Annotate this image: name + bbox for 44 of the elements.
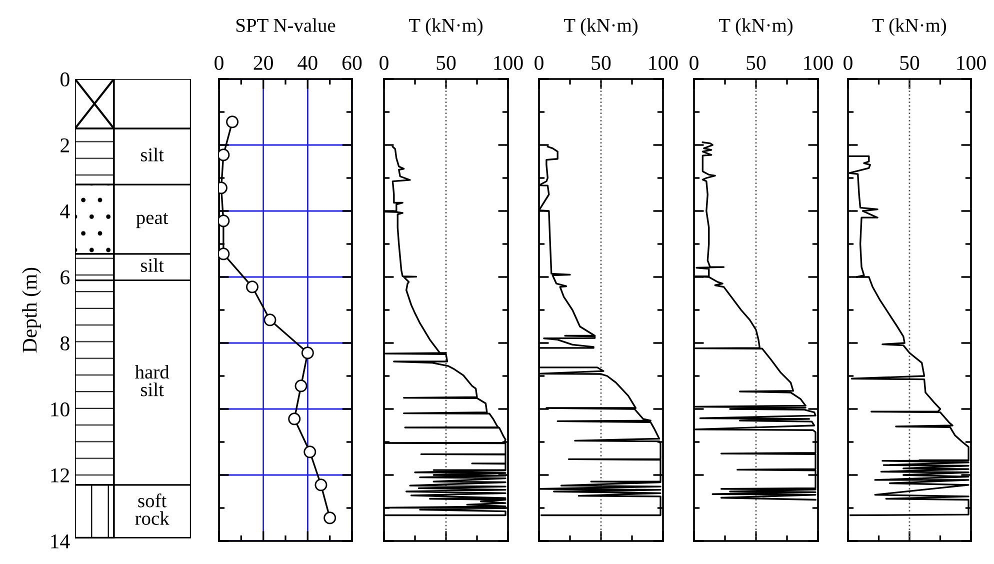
x-tick-label: 20 — [254, 56, 273, 70]
y-tick-label: 4 — [60, 204, 70, 218]
y-tick-label: 6 — [60, 270, 70, 284]
point — [264, 314, 276, 326]
x-tick-label: 100 — [494, 56, 523, 70]
point — [288, 412, 301, 426]
point — [324, 512, 336, 524]
x-tick-label: 50 — [436, 56, 456, 70]
x-tick-label: 0 — [380, 56, 388, 70]
chart-title: T (kN·m) — [872, 18, 946, 36]
x-tick-label: 100 — [957, 56, 986, 70]
x-tick-label: 100 — [804, 56, 833, 70]
point — [246, 280, 258, 294]
chart-title: T (kN·m) — [719, 18, 793, 36]
x-tick-label: 100 — [649, 56, 678, 70]
y-tick-label: 8 — [60, 336, 70, 350]
x-tick-label: 0 — [844, 56, 852, 70]
x-tick-label: 50 — [746, 56, 766, 70]
y-tick-label: 10 — [51, 402, 70, 416]
chart-title: T (kN·m) — [409, 18, 483, 36]
point — [294, 380, 308, 392]
point — [226, 116, 239, 128]
chart-title: SPT N-value — [236, 18, 336, 32]
y-tick-label: 0 — [60, 72, 70, 86]
point — [301, 346, 314, 360]
point — [314, 478, 328, 492]
x-tick-label: 40 — [298, 56, 318, 70]
y-tick-label: 14 — [51, 534, 70, 548]
x-tick-label: 50 — [592, 56, 611, 70]
x-tick-label: 50 — [900, 56, 920, 70]
series-label: silt — [140, 258, 164, 272]
x-tick-label: 0 — [690, 56, 698, 70]
y-tick-label: 2 — [60, 138, 69, 152]
series-label: silt — [140, 148, 164, 162]
series-label: peat — [136, 212, 168, 228]
chart-title: T (kN·m) — [564, 18, 638, 36]
point — [304, 446, 316, 458]
x-tick-label: 0 — [214, 56, 224, 70]
series-label: soft rock — [135, 493, 170, 525]
x-tick-label: 0 — [534, 56, 544, 70]
y-tick-label: 12 — [51, 468, 69, 482]
x-tick-label: 60 — [342, 56, 362, 70]
y-axis-title: Depth (m) — [22, 268, 41, 352]
series-label: hard silt — [134, 364, 170, 396]
